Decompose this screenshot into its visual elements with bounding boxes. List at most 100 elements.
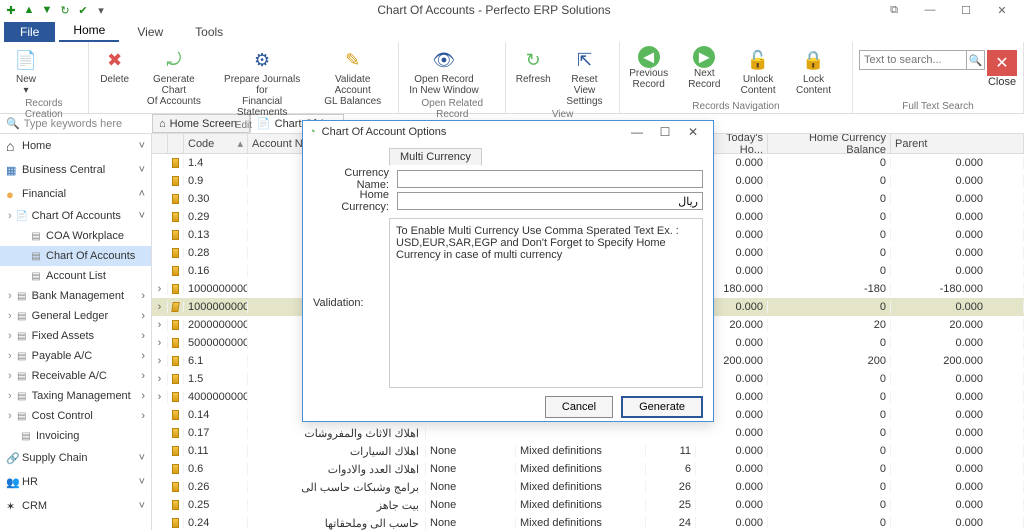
table-row[interactable]: 0.6اهلاك العدد والادواتNoneMixed definit… <box>152 460 1024 478</box>
sidebar-section[interactable]: Business Central ˅ <box>0 158 151 182</box>
sidebar-section[interactable]: Financial˄ <box>0 182 151 206</box>
table-row[interactable]: 0.17اهلاك الاثاث والمفروشات0.00000.000 <box>152 424 1024 442</box>
file-tab[interactable]: File <box>4 22 55 42</box>
code-cell: 0.11 <box>184 445 248 457</box>
tab-tools[interactable]: Tools <box>181 22 237 42</box>
ribbon-label: Prepare Journals for Financial Statement… <box>217 74 307 118</box>
expand-cell[interactable]: › <box>152 301 168 313</box>
item-label: Chart Of Accounts <box>46 250 135 262</box>
cell: Mixed definitions <box>516 499 646 511</box>
app-title: Chart Of Accounts - Perfecto ERP Solutio… <box>108 3 880 17</box>
sidebar-item[interactable]: ›▤Bank Management› <box>0 286 151 306</box>
qat-add-icon[interactable]: ✚ <box>4 3 18 17</box>
tab-view[interactable]: View <box>123 22 177 42</box>
table-row[interactable]: 0.24حاسب الى وملحقاتهاNoneMixed definiti… <box>152 514 1024 530</box>
ribbon-label: Generate Chart Of Accounts <box>141 74 207 107</box>
code-cell: 0.13 <box>184 229 248 241</box>
expand-icon: › <box>8 350 12 362</box>
tab-home[interactable]: Home <box>59 20 119 42</box>
ribbon-button[interactable]: ⚙Prepare Journals for Financial Statemen… <box>213 44 311 120</box>
chart-options-dialog: ◔ Chart Of Account Options — ☐ ✕ Multi C… <box>302 120 714 422</box>
sidebar-item[interactable]: ▤Account List <box>0 266 151 286</box>
sidebar-section[interactable]: HR˅ <box>0 470 151 494</box>
expand-icon: › <box>8 210 12 222</box>
currency-name-input[interactable] <box>397 170 703 188</box>
sidebar-item[interactable]: ›▤Fixed Assets› <box>0 326 151 346</box>
tab-multi-currency[interactable]: Multi Currency <box>389 148 482 166</box>
parent-cell: 0.000 <box>891 409 1024 421</box>
ribbon-button[interactable]: ↻Refresh <box>512 44 554 109</box>
col-home-balance[interactable]: Home Currency Balance <box>768 134 891 153</box>
col-parent[interactable]: Parent <box>891 134 1024 153</box>
expand-cell[interactable]: › <box>152 391 168 403</box>
icon-cell <box>168 284 184 294</box>
sidebar-section[interactable]: CRM˅ <box>0 494 151 518</box>
qat-check-icon[interactable]: ✔ <box>76 3 90 17</box>
window-help-icon[interactable]: ⧉ <box>880 1 908 19</box>
ribbon-icon: ✖ <box>107 46 122 74</box>
sidebar-item[interactable]: ▤Chart Of Accounts <box>0 246 151 266</box>
sidebar-item[interactable]: ▤COA Workplace <box>0 226 151 246</box>
sidebar-section[interactable]: Supply Chain˅ <box>0 446 151 470</box>
sidebar-item[interactable]: ›▤Cost Control› <box>0 406 151 426</box>
ribbon-button[interactable]: ✎Validate Account GL Balances <box>313 44 392 120</box>
sidebar-item[interactable]: ▤Invoicing <box>0 426 151 446</box>
parent-cell: 0.000 <box>891 445 1024 457</box>
currency-name-label: Currency Name: <box>313 167 389 191</box>
qat-up-icon[interactable]: ▲ <box>22 3 36 17</box>
qat-refresh-icon[interactable]: ↻ <box>58 3 72 17</box>
expand-cell[interactable]: › <box>152 373 168 385</box>
ribbon-button[interactable]: ✖Delete <box>95 44 135 120</box>
window-close-icon[interactable]: ✕ <box>988 1 1016 19</box>
ribbon-button[interactable]: ◄Previous Record <box>626 44 672 101</box>
code-cell: 1.5 <box>184 373 248 385</box>
dialog-maximize-icon[interactable]: ☐ <box>651 125 679 139</box>
ribbon-button[interactable]: 🔒Lock Content <box>781 44 846 101</box>
ribbon-icon: 📄 <box>15 46 37 74</box>
chevron-icon: ˅ <box>139 164 145 176</box>
generate-button[interactable]: Generate <box>621 396 703 418</box>
ribbon-close-button[interactable]: ✕ <box>987 50 1017 76</box>
icon-cell <box>168 158 184 168</box>
expand-cell[interactable]: › <box>152 337 168 349</box>
full-text-search-input[interactable] <box>859 50 967 70</box>
window-maximize-icon[interactable]: ☐ <box>952 1 980 19</box>
table-row[interactable]: 0.11اهلاك السياراتNoneMixed definitions1… <box>152 442 1024 460</box>
ribbon-button[interactable]: ⤾Generate Chart Of Accounts <box>137 44 211 120</box>
sidebar-item[interactable]: ›📄Chart Of Accounts˅ <box>0 206 151 226</box>
qat-down-icon[interactable]: ▼ <box>40 3 54 17</box>
sidebar-item[interactable]: ›▤Taxing Management› <box>0 386 151 406</box>
table-row[interactable]: 0.26برامج وشبكات حاسب الىNoneMixed defin… <box>152 478 1024 496</box>
ribbon-button[interactable]: 🔓Unlock Content <box>737 44 779 101</box>
sidebar-section[interactable]: Home˅ <box>0 134 151 158</box>
search-go-icon[interactable]: 🔍 <box>967 50 985 70</box>
dialog-close-icon[interactable]: ✕ <box>679 125 707 139</box>
ribbon-icon: ◄ <box>638 46 660 68</box>
code-cell: 0.25 <box>184 499 248 511</box>
window-minimize-icon[interactable]: — <box>916 1 944 19</box>
table-row[interactable]: 0.25بيت جاهزNoneMixed definitions250.000… <box>152 496 1024 514</box>
ribbon-button[interactable]: 👁Open Record In New Window <box>405 44 482 98</box>
folder-icon <box>172 266 179 276</box>
ribbon-group: ↻Refresh⇱Reset View SettingsView <box>506 42 620 113</box>
cancel-button[interactable]: Cancel <box>545 396 613 418</box>
home-currency-input[interactable] <box>397 192 703 210</box>
code-cell: 0.24 <box>184 517 248 529</box>
ribbon-button[interactable]: 📄New ▾ <box>6 44 46 98</box>
expand-cell[interactable]: › <box>152 355 168 367</box>
ribbon-button[interactable]: ⇱Reset View Settings <box>556 44 613 109</box>
sidebar-item[interactable]: ›▤General Ledger› <box>0 306 151 326</box>
section-label: Business Central <box>22 164 105 176</box>
ribbon-icon: ⚙ <box>254 46 270 74</box>
qat-more-icon[interactable]: ▾ <box>94 3 108 17</box>
ribbon-button[interactable]: ►Next Record <box>673 44 735 101</box>
col-code[interactable]: Code▴ <box>184 134 248 153</box>
name-cell: بيت جاهز <box>248 499 426 512</box>
expand-cell[interactable]: › <box>152 319 168 331</box>
expand-cell[interactable]: › <box>152 283 168 295</box>
folder-icon <box>172 338 179 348</box>
sidebar-item[interactable]: ›▤Receivable A/C› <box>0 366 151 386</box>
sidebar-item[interactable]: ›▤Payable A/C› <box>0 346 151 366</box>
icon-cell <box>168 464 184 474</box>
dialog-minimize-icon[interactable]: — <box>623 125 651 139</box>
